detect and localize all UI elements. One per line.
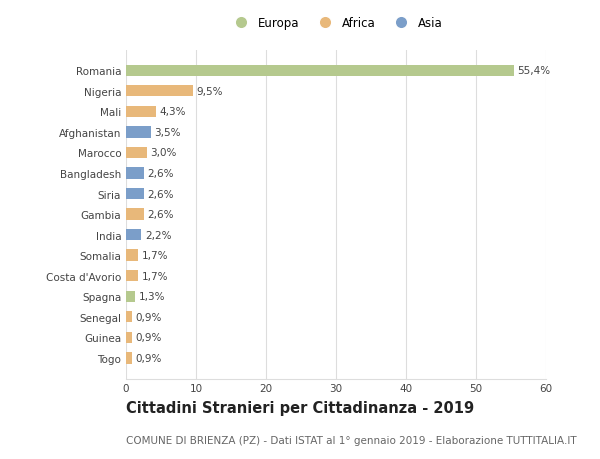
Bar — [126, 168, 144, 179]
Bar — [126, 270, 138, 282]
Bar — [126, 353, 133, 364]
Bar — [126, 230, 142, 241]
Text: 0,9%: 0,9% — [136, 353, 162, 363]
Text: 2,6%: 2,6% — [148, 210, 174, 219]
Text: 3,5%: 3,5% — [154, 128, 181, 138]
Text: 1,7%: 1,7% — [142, 251, 168, 261]
Bar — [126, 106, 156, 118]
Bar — [126, 189, 144, 200]
Bar — [126, 312, 133, 323]
Bar — [126, 250, 138, 261]
Text: 2,2%: 2,2% — [145, 230, 172, 240]
Text: 2,6%: 2,6% — [148, 168, 174, 179]
Legend: Europa, Africa, Asia: Europa, Africa, Asia — [226, 14, 446, 34]
Text: 3,0%: 3,0% — [151, 148, 177, 158]
Bar — [126, 147, 147, 159]
Bar — [126, 86, 193, 97]
Bar — [126, 291, 135, 302]
Text: 9,5%: 9,5% — [196, 87, 223, 96]
Text: 2,6%: 2,6% — [148, 189, 174, 199]
Bar — [126, 209, 144, 220]
Text: 0,9%: 0,9% — [136, 312, 162, 322]
Text: 1,7%: 1,7% — [142, 271, 168, 281]
Bar — [126, 127, 151, 138]
Text: COMUNE DI BRIENZA (PZ) - Dati ISTAT al 1° gennaio 2019 - Elaborazione TUTTITALIA: COMUNE DI BRIENZA (PZ) - Dati ISTAT al 1… — [126, 435, 577, 445]
Text: 1,3%: 1,3% — [139, 291, 165, 302]
Text: 55,4%: 55,4% — [517, 66, 550, 76]
Text: Cittadini Stranieri per Cittadinanza - 2019: Cittadini Stranieri per Cittadinanza - 2… — [126, 400, 474, 415]
Bar — [126, 332, 133, 343]
Bar — [126, 65, 514, 77]
Text: 4,3%: 4,3% — [160, 107, 186, 117]
Text: 0,9%: 0,9% — [136, 333, 162, 342]
